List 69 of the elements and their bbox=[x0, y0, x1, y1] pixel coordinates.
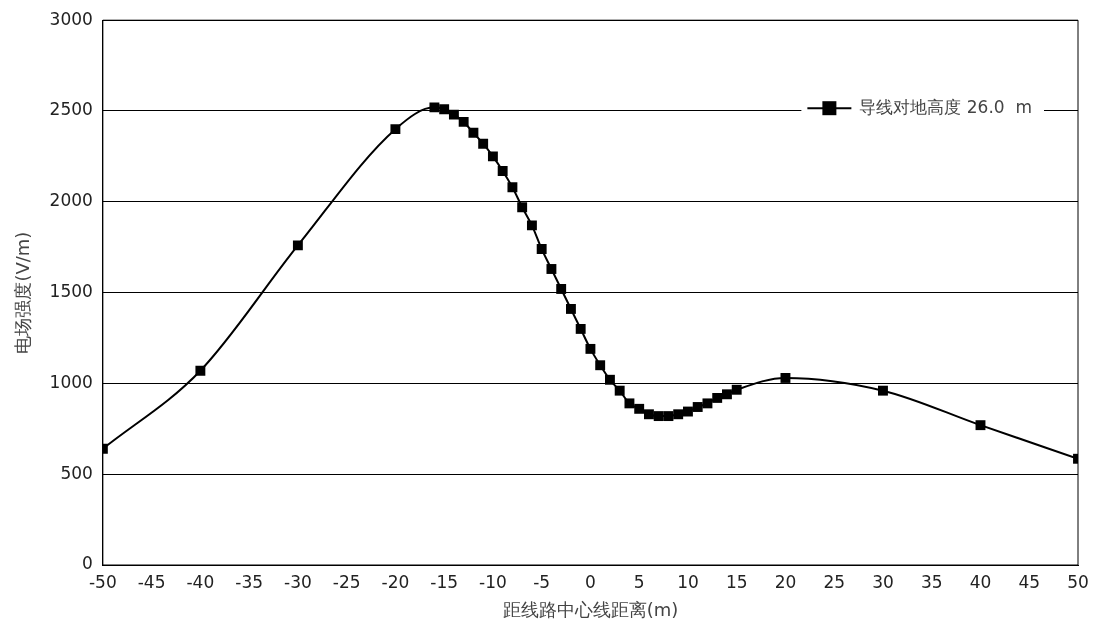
point bbox=[546, 264, 557, 274]
x-axis-title: 距线路中心线距离(m) bbox=[502, 598, 679, 620]
x-tick-label: 45 bbox=[1018, 571, 1041, 592]
point bbox=[975, 420, 986, 431]
point bbox=[478, 138, 489, 149]
x-tick-label: -20 bbox=[381, 571, 410, 592]
point bbox=[585, 343, 596, 354]
point bbox=[458, 116, 469, 127]
point bbox=[653, 411, 664, 422]
x-tick-label: -15 bbox=[430, 571, 459, 592]
x-tick-label: -25 bbox=[332, 571, 361, 592]
x-tick-label: -5 bbox=[533, 571, 551, 592]
y-axis-title: 电场强度(V/m) bbox=[12, 231, 34, 354]
point bbox=[468, 127, 479, 138]
point bbox=[448, 109, 459, 120]
x-tick-label: 5 bbox=[633, 571, 645, 592]
point bbox=[673, 409, 684, 420]
legend-label: 导线对地高度 26.0 m bbox=[859, 96, 1032, 117]
point bbox=[624, 398, 635, 409]
point bbox=[604, 374, 615, 385]
x-tick-label: -40 bbox=[186, 571, 215, 592]
point bbox=[497, 165, 508, 176]
y-tick-label: 3000 bbox=[49, 8, 93, 29]
point bbox=[390, 124, 401, 135]
point bbox=[575, 323, 586, 334]
point bbox=[292, 240, 303, 251]
point bbox=[683, 406, 693, 417]
point bbox=[439, 104, 450, 115]
point bbox=[878, 385, 888, 396]
point bbox=[536, 244, 547, 254]
point bbox=[487, 151, 498, 162]
x-tick-label: 35 bbox=[920, 571, 943, 592]
x-tick-label: 25 bbox=[823, 571, 846, 592]
point bbox=[731, 384, 742, 395]
point bbox=[634, 403, 645, 414]
y-tick-label: 1500 bbox=[49, 281, 93, 302]
point bbox=[595, 360, 606, 371]
x-tick-label: 30 bbox=[872, 571, 894, 592]
x-tick-label: 10 bbox=[677, 571, 699, 592]
point bbox=[517, 202, 528, 213]
point bbox=[526, 220, 537, 231]
y-tick-label: 2500 bbox=[49, 99, 93, 120]
y-tick-label: 2000 bbox=[49, 190, 93, 211]
y-tick-label: 1000 bbox=[49, 371, 93, 392]
x-tick-label: 20 bbox=[774, 571, 797, 592]
point bbox=[712, 392, 723, 403]
point bbox=[643, 409, 654, 420]
x-tick-label: 50 bbox=[1067, 571, 1089, 592]
point bbox=[507, 182, 518, 193]
point bbox=[565, 303, 576, 314]
point bbox=[663, 411, 674, 422]
point bbox=[556, 284, 567, 294]
x-tick-label: 40 bbox=[969, 571, 992, 592]
x-tick-label: -30 bbox=[284, 571, 312, 592]
x-tick-label: -10 bbox=[479, 571, 507, 592]
x-tick-label: 15 bbox=[725, 571, 748, 592]
x-tick-label: -45 bbox=[137, 571, 166, 592]
point bbox=[614, 385, 625, 396]
point bbox=[702, 398, 713, 409]
x-tick-label: -50 bbox=[88, 571, 117, 592]
y-tick-label: 0 bbox=[82, 553, 93, 574]
point bbox=[429, 102, 440, 113]
point bbox=[722, 389, 732, 400]
point bbox=[780, 373, 791, 383]
x-tick-label: -35 bbox=[235, 571, 264, 592]
point bbox=[692, 402, 703, 412]
x-tick-label: 0 bbox=[585, 571, 596, 592]
point bbox=[195, 365, 206, 376]
y-tick-label: 500 bbox=[60, 462, 93, 483]
